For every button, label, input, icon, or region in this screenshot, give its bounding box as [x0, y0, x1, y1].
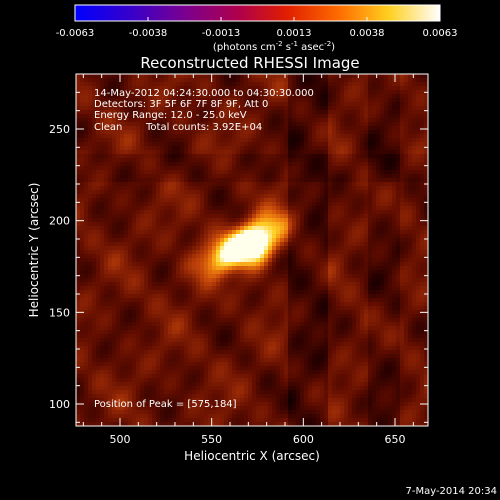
- y-tick-label: 150: [49, 306, 70, 319]
- detectors-annotation: Detectors: 3F 5F 6F 7F 8F 9F, Att 0: [94, 99, 268, 110]
- footer-timestamp: 7-May-2014 20:34: [405, 486, 497, 497]
- colorbar-tick-label: -0.0063: [56, 28, 95, 39]
- colorbar-tick-label: -0.0013: [202, 28, 241, 39]
- x-tick-label: 550: [201, 433, 222, 446]
- y-tick-label: 200: [49, 215, 70, 228]
- x-axis-label: Heliocentric X (arcsec): [184, 449, 320, 463]
- y-tick-label: 250: [49, 123, 70, 136]
- colorbar-tick-label: 0.0063: [423, 28, 458, 39]
- chart-title: Reconstructed RHESSI Image: [140, 54, 359, 72]
- x-tick-label: 500: [110, 433, 131, 446]
- colorbar-ticks: -0.0063 -0.0038 -0.0013 0.0013 0.0038 0.0063: [56, 17, 458, 39]
- colorbar-tick-label: 0.0038: [350, 28, 385, 39]
- colorbar-tick-label: -0.0038: [129, 28, 168, 39]
- x-tick-label: 650: [385, 433, 406, 446]
- peak-annotation: Position of Peak = [575,184]: [94, 399, 237, 410]
- x-tick-label: 600: [293, 433, 314, 446]
- plot-frame: [75, 73, 429, 427]
- y-tick-label: 100: [49, 398, 70, 411]
- colorbar: [74, 4, 441, 22]
- heatmap-image: [76, 74, 429, 427]
- y-axis-label: Heliocentric Y (arcsec): [27, 183, 41, 318]
- time-range-annotation: 14-May-2012 04:24:30.000 to 04:30:30.000: [94, 88, 314, 99]
- method-annotation: Clean: [94, 122, 122, 133]
- colorbar-units: (photons cm-2 s-1 asec-2): [213, 40, 335, 53]
- counts-annotation: Total counts: 3.92E+04: [145, 122, 262, 133]
- colorbar-tick-label: 0.0013: [277, 28, 312, 39]
- energy-annotation: Energy Range: 12.0 - 25.0 keV: [94, 110, 247, 121]
- axis-ticks: 500 550 600 650 100 150 200 250: [49, 73, 428, 446]
